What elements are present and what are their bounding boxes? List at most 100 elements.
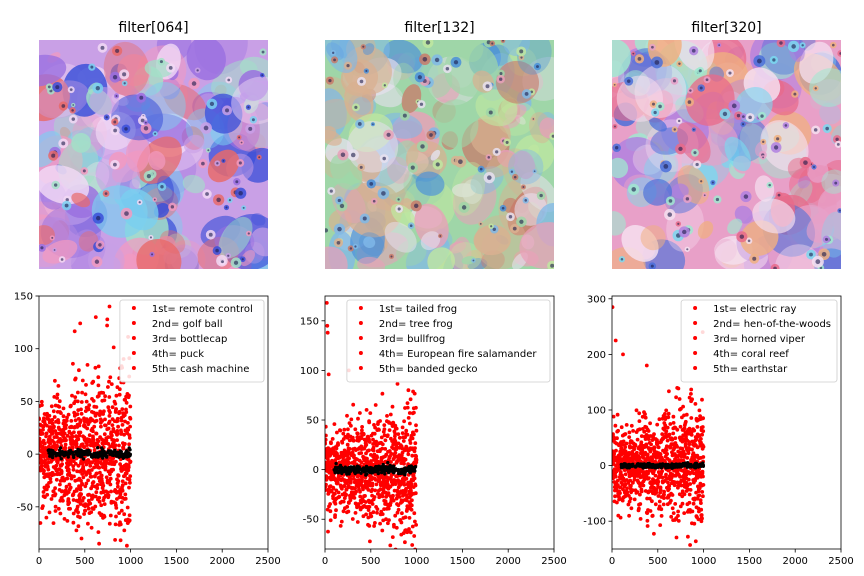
data-point xyxy=(334,446,339,451)
data-point xyxy=(84,383,88,387)
x-tick-label: 2000 xyxy=(209,556,234,567)
data-point xyxy=(124,471,129,476)
data-point xyxy=(393,547,398,549)
data-point xyxy=(659,507,664,512)
baseline-point xyxy=(670,462,674,466)
data-point xyxy=(120,500,124,504)
data-point xyxy=(97,499,102,504)
data-point xyxy=(383,447,388,451)
data-point xyxy=(103,423,108,428)
data-point xyxy=(77,433,82,438)
data-point xyxy=(675,565,679,569)
y-tick-label: 0 xyxy=(313,465,319,476)
data-point xyxy=(691,501,696,506)
data-point xyxy=(639,489,644,494)
data-point xyxy=(650,499,654,504)
data-point xyxy=(641,483,646,488)
data-point xyxy=(69,419,74,423)
data-point xyxy=(361,487,365,492)
data-point xyxy=(672,480,677,484)
data-point xyxy=(400,511,404,516)
data-point xyxy=(396,507,401,512)
data-point xyxy=(649,442,653,447)
y-tick-label: 50 xyxy=(306,416,319,427)
data-point xyxy=(71,459,76,464)
data-point xyxy=(645,524,650,528)
data-point xyxy=(55,435,59,439)
data-point xyxy=(72,329,77,334)
baseline-point xyxy=(359,471,363,475)
data-point xyxy=(682,511,687,515)
data-point xyxy=(621,352,625,357)
baseline-point xyxy=(647,463,652,468)
data-point xyxy=(384,452,389,457)
data-point xyxy=(687,426,692,431)
data-point xyxy=(688,488,693,492)
data-point xyxy=(361,514,366,519)
baseline-point xyxy=(400,468,405,472)
data-point xyxy=(57,405,62,409)
baseline-point xyxy=(374,464,378,469)
data-point xyxy=(82,512,86,516)
data-point xyxy=(91,399,96,403)
data-point xyxy=(401,439,406,443)
data-point xyxy=(52,472,57,477)
data-point xyxy=(96,383,101,388)
data-point xyxy=(325,424,328,429)
data-point xyxy=(380,494,385,499)
data-point xyxy=(75,487,79,492)
data-point xyxy=(338,524,343,528)
data-point xyxy=(674,555,678,559)
data-point xyxy=(412,476,417,481)
data-point xyxy=(84,481,89,486)
data-point xyxy=(124,410,129,414)
baseline-point xyxy=(110,452,114,456)
data-point xyxy=(406,452,411,457)
data-point xyxy=(83,508,88,513)
data-point xyxy=(75,504,80,509)
data-point xyxy=(116,424,120,429)
data-point xyxy=(111,345,116,350)
data-point xyxy=(690,397,694,402)
data-point xyxy=(335,481,340,485)
data-point xyxy=(674,395,678,400)
data-point xyxy=(65,415,69,420)
data-point xyxy=(369,514,374,519)
data-point xyxy=(80,390,84,395)
baseline-point xyxy=(359,467,363,471)
data-point xyxy=(612,451,616,456)
data-point xyxy=(79,407,83,412)
data-point xyxy=(78,502,83,506)
y-tick-label: 50 xyxy=(20,397,33,408)
data-point xyxy=(92,424,97,429)
data-point xyxy=(43,495,47,499)
data-point xyxy=(646,429,651,433)
data-point xyxy=(122,512,127,517)
data-point xyxy=(76,390,80,395)
data-point xyxy=(412,410,416,415)
baseline-point xyxy=(403,466,408,470)
data-point xyxy=(658,485,663,490)
baseline-point xyxy=(670,466,674,470)
data-point xyxy=(689,387,694,392)
data-point xyxy=(414,423,418,428)
data-point xyxy=(44,515,49,520)
data-point xyxy=(126,465,131,470)
data-point xyxy=(666,415,671,420)
data-point xyxy=(337,494,342,499)
data-point xyxy=(359,436,364,441)
data-point xyxy=(618,470,623,474)
data-point xyxy=(638,517,643,521)
data-point xyxy=(658,523,663,527)
data-point xyxy=(58,511,63,516)
data-point xyxy=(646,437,651,441)
data-point xyxy=(635,490,640,494)
data-point xyxy=(106,493,111,498)
data-point xyxy=(53,504,58,509)
data-point xyxy=(628,478,633,483)
data-point xyxy=(82,445,87,450)
data-point xyxy=(667,389,671,394)
data-point xyxy=(643,415,648,420)
data-point xyxy=(79,536,84,541)
data-point xyxy=(633,443,638,448)
